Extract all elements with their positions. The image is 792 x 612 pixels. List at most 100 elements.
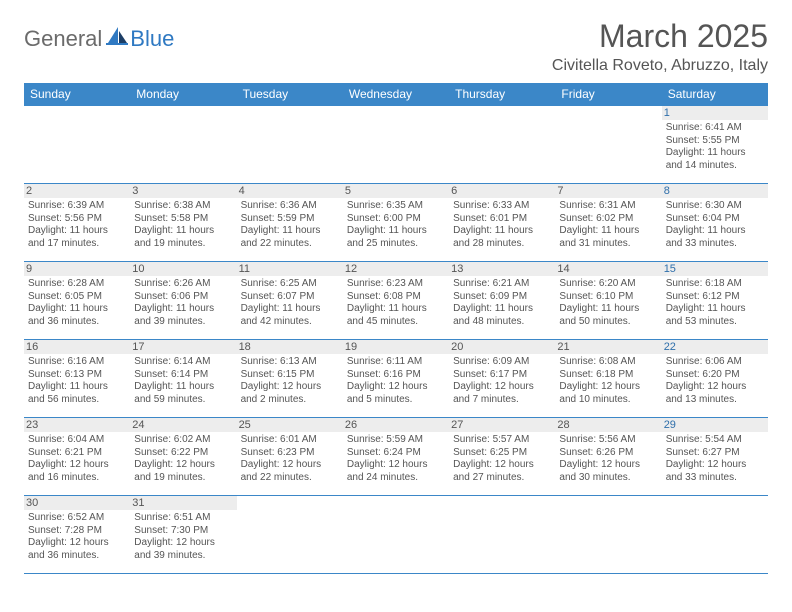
day-number: 8 <box>662 184 768 198</box>
sunrise-line: Sunrise: 5:57 AM <box>453 434 551 447</box>
day-info: Sunrise: 6:13 AMSunset: 6:15 PMDaylight:… <box>241 356 339 406</box>
calendar-week: 16Sunrise: 6:16 AMSunset: 6:13 PMDayligh… <box>24 340 768 418</box>
day-info: Sunrise: 6:33 AMSunset: 6:01 PMDaylight:… <box>453 200 551 250</box>
calendar-day-empty <box>343 106 449 184</box>
brand-part1: General <box>24 26 102 52</box>
sunset-line: Sunset: 6:14 PM <box>134 369 232 382</box>
day-number: 6 <box>449 184 555 198</box>
calendar-day: 16Sunrise: 6:16 AMSunset: 6:13 PMDayligh… <box>24 340 130 418</box>
daylight-line: Daylight: 11 hours and 28 minutes. <box>453 225 551 250</box>
day-info: Sunrise: 6:06 AMSunset: 6:20 PMDaylight:… <box>666 356 764 406</box>
calendar-day: 1Sunrise: 6:41 AMSunset: 5:55 PMDaylight… <box>662 106 768 184</box>
sunrise-line: Sunrise: 6:20 AM <box>559 278 657 291</box>
day-header: Thursday <box>449 83 555 106</box>
day-info: Sunrise: 6:28 AMSunset: 6:05 PMDaylight:… <box>28 278 126 328</box>
calendar-day: 31Sunrise: 6:51 AMSunset: 7:30 PMDayligh… <box>130 496 236 574</box>
sunset-line: Sunset: 6:27 PM <box>666 447 764 460</box>
calendar-week: 30 Sunrise: 6:52 AMSunset: 7:28 PMDayligh… <box>24 496 768 574</box>
sunrise-line: Sunrise: 6:13 AM <box>241 356 339 369</box>
sunrise-line: Sunrise: 5:59 AM <box>347 434 445 447</box>
day-info: Sunrise: 6:14 AMSunset: 6:14 PMDaylight:… <box>134 356 232 406</box>
daylight-line: Daylight: 12 hours and 24 minutes. <box>347 459 445 484</box>
calendar-day: 27Sunrise: 5:57 AMSunset: 6:25 PMDayligh… <box>449 418 555 496</box>
daylight-line: Daylight: 12 hours and 19 minutes. <box>134 459 232 484</box>
day-info: Sunrise: 5:56 AMSunset: 6:26 PMDaylight:… <box>559 434 657 484</box>
daylight-line: Daylight: 12 hours and 16 minutes. <box>28 459 126 484</box>
calendar-day: 23Sunrise: 6:04 AMSunset: 6:21 PMDayligh… <box>24 418 130 496</box>
sunset-line: Sunset: 6:04 PM <box>666 213 764 226</box>
sunrise-line: Sunrise: 5:56 AM <box>559 434 657 447</box>
calendar-day: 8 Sunrise: 6:30 AMSunset: 6:04 PMDaylight… <box>662 184 768 262</box>
day-info: Sunrise: 6:52 AMSunset: 7:28 PMDaylight:… <box>28 512 126 562</box>
day-info: Sunrise: 5:54 AMSunset: 6:27 PMDaylight:… <box>666 434 764 484</box>
day-header: Friday <box>555 83 661 106</box>
daylight-line: Daylight: 12 hours and 36 minutes. <box>28 537 126 562</box>
day-number: 19 <box>343 340 449 354</box>
daylight-line: Daylight: 11 hours and 48 minutes. <box>453 303 551 328</box>
sunset-line: Sunset: 6:07 PM <box>241 291 339 304</box>
sunset-line: Sunset: 6:25 PM <box>453 447 551 460</box>
sunrise-line: Sunrise: 6:39 AM <box>28 200 126 213</box>
sunrise-line: Sunrise: 6:01 AM <box>241 434 339 447</box>
day-info: Sunrise: 6:38 AMSunset: 5:58 PMDaylight:… <box>134 200 232 250</box>
sunrise-line: Sunrise: 6:52 AM <box>28 512 126 525</box>
calendar-day: 13Sunrise: 6:21 AMSunset: 6:09 PMDayligh… <box>449 262 555 340</box>
calendar-table: SundayMondayTuesdayWednesdayThursdayFrid… <box>24 83 768 574</box>
calendar-day: 18Sunrise: 6:13 AMSunset: 6:15 PMDayligh… <box>237 340 343 418</box>
sunset-line: Sunset: 5:58 PM <box>134 213 232 226</box>
calendar-day-empty <box>130 106 236 184</box>
day-number: 30 <box>24 496 130 510</box>
calendar-day: 29Sunrise: 5:54 AMSunset: 6:27 PMDayligh… <box>662 418 768 496</box>
day-number: 13 <box>449 262 555 276</box>
day-info: Sunrise: 6:09 AMSunset: 6:17 PMDaylight:… <box>453 356 551 406</box>
sunset-line: Sunset: 5:55 PM <box>666 135 764 148</box>
calendar-day-empty <box>237 106 343 184</box>
sunrise-line: Sunrise: 6:21 AM <box>453 278 551 291</box>
calendar-day-empty <box>662 496 768 574</box>
sunrise-line: Sunrise: 6:18 AM <box>666 278 764 291</box>
location-subtitle: Civitella Roveto, Abruzzo, Italy <box>552 57 768 75</box>
sunrise-line: Sunrise: 6:02 AM <box>134 434 232 447</box>
day-number: 16 <box>24 340 130 354</box>
sunset-line: Sunset: 6:18 PM <box>559 369 657 382</box>
day-info: Sunrise: 6:01 AMSunset: 6:23 PMDaylight:… <box>241 434 339 484</box>
sunset-line: Sunset: 6:08 PM <box>347 291 445 304</box>
day-number: 14 <box>555 262 661 276</box>
day-info: Sunrise: 6:25 AMSunset: 6:07 PMDaylight:… <box>241 278 339 328</box>
sunset-line: Sunset: 6:16 PM <box>347 369 445 382</box>
calendar-head: SundayMondayTuesdayWednesdayThursdayFrid… <box>24 83 768 106</box>
brand-logo: General Blue <box>24 18 174 52</box>
day-number: 10 <box>130 262 236 276</box>
day-info: Sunrise: 6:35 AMSunset: 6:00 PMDaylight:… <box>347 200 445 250</box>
daylight-line: Daylight: 11 hours and 19 minutes. <box>134 225 232 250</box>
day-number: 9 <box>24 262 130 276</box>
brand-part2: Blue <box>130 26 174 52</box>
sunrise-line: Sunrise: 6:38 AM <box>134 200 232 213</box>
sunset-line: Sunset: 5:56 PM <box>28 213 126 226</box>
day-info: Sunrise: 6:30 AMSunset: 6:04 PMDaylight:… <box>666 200 764 250</box>
day-number: 17 <box>130 340 236 354</box>
day-header-row: SundayMondayTuesdayWednesdayThursdayFrid… <box>24 83 768 106</box>
calendar-day: 10Sunrise: 6:26 AMSunset: 6:06 PMDayligh… <box>130 262 236 340</box>
day-header: Saturday <box>662 83 768 106</box>
day-number: 7 <box>555 184 661 198</box>
sunset-line: Sunset: 6:21 PM <box>28 447 126 460</box>
day-info: Sunrise: 6:36 AMSunset: 5:59 PMDaylight:… <box>241 200 339 250</box>
day-info: Sunrise: 6:51 AMSunset: 7:30 PMDaylight:… <box>134 512 232 562</box>
calendar-day-empty <box>343 496 449 574</box>
calendar-day: 15Sunrise: 6:18 AMSunset: 6:12 PMDayligh… <box>662 262 768 340</box>
daylight-line: Daylight: 12 hours and 7 minutes. <box>453 381 551 406</box>
day-info: Sunrise: 6:31 AMSunset: 6:02 PMDaylight:… <box>559 200 657 250</box>
sunset-line: Sunset: 6:10 PM <box>559 291 657 304</box>
daylight-line: Daylight: 11 hours and 25 minutes. <box>347 225 445 250</box>
sunrise-line: Sunrise: 6:41 AM <box>666 122 764 135</box>
sunrise-line: Sunrise: 6:16 AM <box>28 356 126 369</box>
brand-sail-icon <box>106 26 128 52</box>
calendar-day: 26Sunrise: 5:59 AMSunset: 6:24 PMDayligh… <box>343 418 449 496</box>
calendar-day: 24Sunrise: 6:02 AMSunset: 6:22 PMDayligh… <box>130 418 236 496</box>
title-block: March 2025 Civitella Roveto, Abruzzo, It… <box>552 18 768 75</box>
calendar-day: 19Sunrise: 6:11 AMSunset: 6:16 PMDayligh… <box>343 340 449 418</box>
calendar-day: 6 Sunrise: 6:33 AMSunset: 6:01 PMDaylight… <box>449 184 555 262</box>
calendar-day: 21Sunrise: 6:08 AMSunset: 6:18 PMDayligh… <box>555 340 661 418</box>
calendar-day-empty <box>555 106 661 184</box>
